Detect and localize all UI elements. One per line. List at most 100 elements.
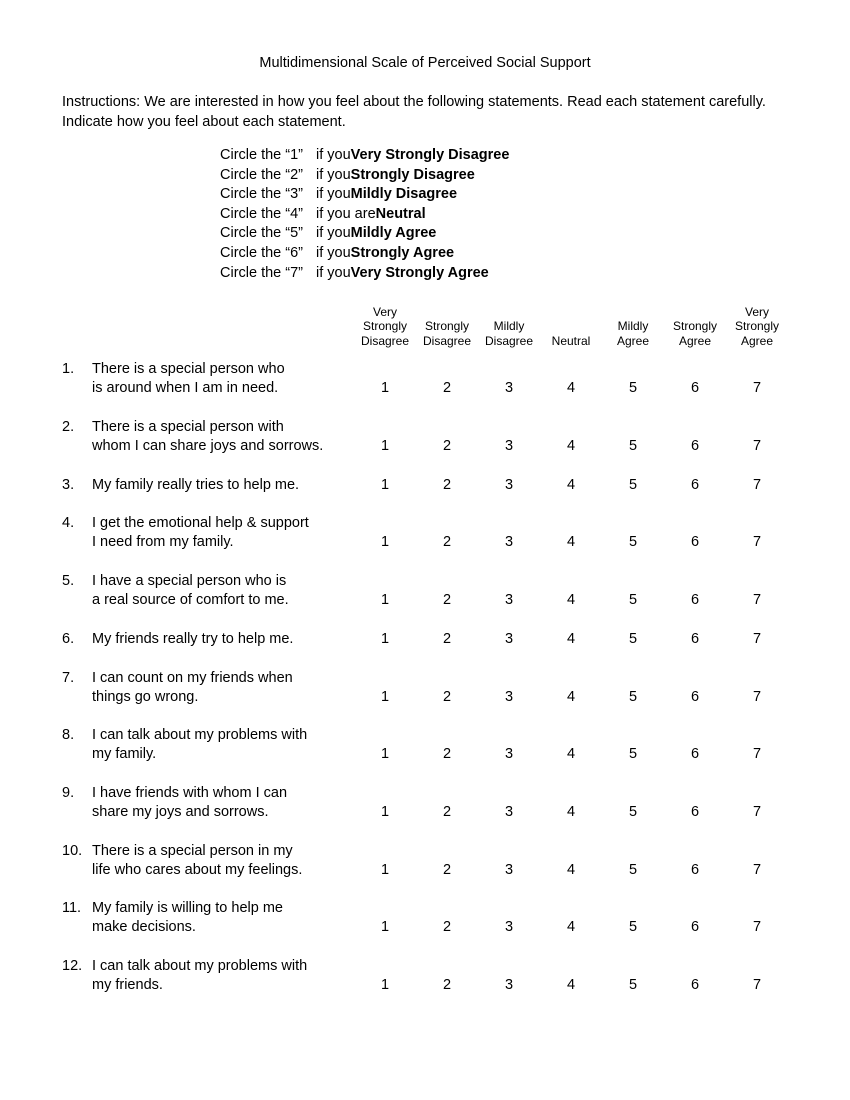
survey-item-row: 12.I can talk about my problems with my … <box>62 957 788 995</box>
scale-option[interactable]: 7 <box>726 591 788 610</box>
scale-option[interactable]: 3 <box>478 630 540 649</box>
item-statement: My family is willing to help me make dec… <box>92 899 354 937</box>
scale-option[interactable]: 1 <box>354 437 416 456</box>
scale-option[interactable]: 3 <box>478 533 540 552</box>
scale-option[interactable]: 5 <box>602 591 664 610</box>
scale-option[interactable]: 3 <box>478 591 540 610</box>
scale-option[interactable]: 2 <box>416 861 478 880</box>
scale-option[interactable]: 7 <box>726 533 788 552</box>
scale-option[interactable]: 1 <box>354 630 416 649</box>
column-header: Mildly Disagree <box>478 319 540 348</box>
scale-option[interactable]: 6 <box>664 976 726 995</box>
scale-option[interactable]: 5 <box>602 533 664 552</box>
scale-option[interactable]: 2 <box>416 918 478 937</box>
scale-option[interactable]: 3 <box>478 976 540 995</box>
scale-option[interactable]: 1 <box>354 745 416 764</box>
item-number: 11. <box>62 899 92 918</box>
scale-option[interactable]: 6 <box>664 861 726 880</box>
scale-option[interactable]: 4 <box>540 688 602 707</box>
scale-option[interactable]: 3 <box>478 918 540 937</box>
scale-option[interactable]: 2 <box>416 476 478 495</box>
scale-option[interactable]: 2 <box>416 437 478 456</box>
scale-option[interactable]: 7 <box>726 476 788 495</box>
scale-option[interactable]: 6 <box>664 379 726 398</box>
scale-option[interactable]: 6 <box>664 630 726 649</box>
scale-option[interactable]: 4 <box>540 591 602 610</box>
legend-circle-text: Circle the “3” <box>220 185 316 205</box>
scale-option[interactable]: 2 <box>416 533 478 552</box>
scale-option[interactable]: 4 <box>540 630 602 649</box>
scale-option[interactable]: 4 <box>540 533 602 552</box>
scale-option[interactable]: 1 <box>354 591 416 610</box>
scale-option[interactable]: 5 <box>602 630 664 649</box>
legend-row: Circle the “5”if you Mildly Agree <box>220 224 788 244</box>
scale-option[interactable]: 2 <box>416 976 478 995</box>
scale-option[interactable]: 1 <box>354 476 416 495</box>
scale-option[interactable]: 7 <box>726 379 788 398</box>
scale-option[interactable]: 2 <box>416 803 478 822</box>
scale-option[interactable]: 7 <box>726 803 788 822</box>
scale-option[interactable]: 5 <box>602 976 664 995</box>
scale-option[interactable]: 2 <box>416 591 478 610</box>
scale-option[interactable]: 1 <box>354 803 416 822</box>
scale-option[interactable]: 3 <box>478 861 540 880</box>
scale-option[interactable]: 3 <box>478 745 540 764</box>
scale-option[interactable]: 6 <box>664 533 726 552</box>
scale-option[interactable]: 6 <box>664 437 726 456</box>
legend-circle-text: Circle the “2” <box>220 166 316 186</box>
scale-option[interactable]: 1 <box>354 976 416 995</box>
scale-option[interactable]: 2 <box>416 688 478 707</box>
scale-option[interactable]: 6 <box>664 688 726 707</box>
scale-option[interactable]: 7 <box>726 976 788 995</box>
scale-option[interactable]: 6 <box>664 803 726 822</box>
legend-row: Circle the “2”if you Strongly Disagree <box>220 166 788 186</box>
scale-option[interactable]: 4 <box>540 861 602 880</box>
scale-option[interactable]: 4 <box>540 437 602 456</box>
scale-option[interactable]: 1 <box>354 533 416 552</box>
scale-option[interactable]: 3 <box>478 803 540 822</box>
scale-option[interactable]: 4 <box>540 476 602 495</box>
scale-option[interactable]: 1 <box>354 918 416 937</box>
scale-option[interactable]: 2 <box>416 630 478 649</box>
item-number: 2. <box>62 418 92 437</box>
scale-option[interactable]: 3 <box>478 437 540 456</box>
scale-option[interactable]: 7 <box>726 437 788 456</box>
scale-option[interactable]: 2 <box>416 745 478 764</box>
scale-option[interactable]: 5 <box>602 745 664 764</box>
scale-option[interactable]: 5 <box>602 918 664 937</box>
legend-circle-text: Circle the “5” <box>220 224 316 244</box>
survey-item-row: 6.My friends really try to help me.12345… <box>62 630 788 649</box>
scale-option[interactable]: 4 <box>540 803 602 822</box>
scale-option[interactable]: 3 <box>478 688 540 707</box>
scale-option[interactable]: 4 <box>540 379 602 398</box>
scale-option[interactable]: 7 <box>726 688 788 707</box>
scale-option[interactable]: 6 <box>664 591 726 610</box>
scale-option[interactable]: 5 <box>602 379 664 398</box>
legend-if-text: if you <box>316 185 351 205</box>
scale-option[interactable]: 5 <box>602 476 664 495</box>
scale-option[interactable]: 2 <box>416 379 478 398</box>
scale-option[interactable]: 5 <box>602 861 664 880</box>
item-number: 7. <box>62 669 92 688</box>
scale-option[interactable]: 1 <box>354 379 416 398</box>
scale-option[interactable]: 4 <box>540 918 602 937</box>
scale-option[interactable]: 6 <box>664 745 726 764</box>
scale-option[interactable]: 5 <box>602 803 664 822</box>
scale-option[interactable]: 1 <box>354 688 416 707</box>
scale-option[interactable]: 6 <box>664 918 726 937</box>
scale-option[interactable]: 4 <box>540 745 602 764</box>
scale-option[interactable]: 7 <box>726 630 788 649</box>
scale-option[interactable]: 1 <box>354 861 416 880</box>
scale-option[interactable]: 3 <box>478 476 540 495</box>
scale-option[interactable]: 3 <box>478 379 540 398</box>
scale-option[interactable]: 4 <box>540 976 602 995</box>
scale-option[interactable]: 7 <box>726 861 788 880</box>
scale-option[interactable]: 5 <box>602 437 664 456</box>
scale-option[interactable]: 5 <box>602 688 664 707</box>
scale-option[interactable]: 7 <box>726 745 788 764</box>
item-statement: There is a special person with whom I ca… <box>92 418 354 456</box>
scale-option[interactable]: 6 <box>664 476 726 495</box>
survey-item-row: 5.I have a special person who is a real … <box>62 572 788 610</box>
legend-label-bold: Very Strongly Agree <box>351 265 489 281</box>
scale-option[interactable]: 7 <box>726 918 788 937</box>
